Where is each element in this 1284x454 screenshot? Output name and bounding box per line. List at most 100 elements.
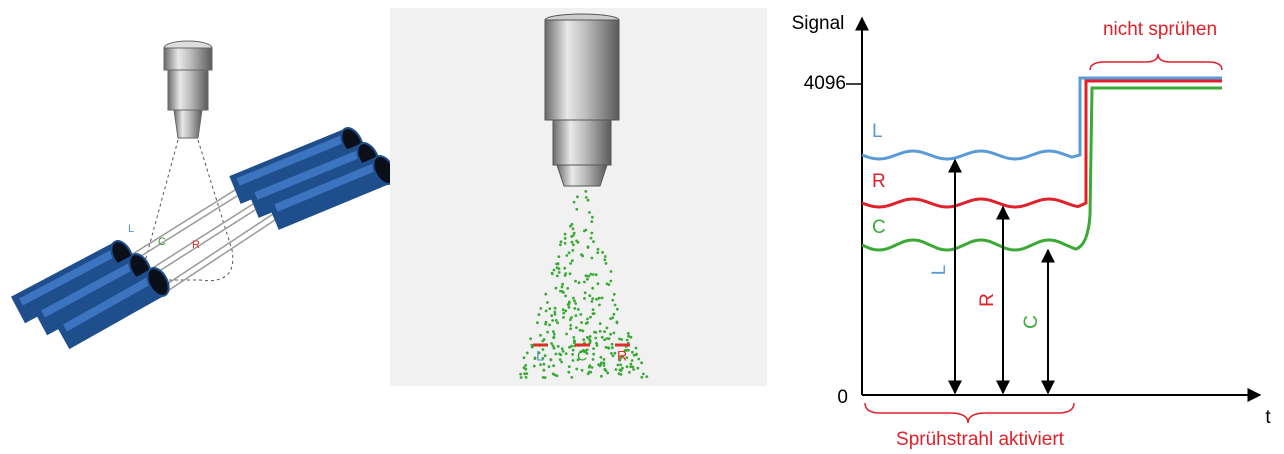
spray-dot [519,372,522,376]
spray-dot [574,302,578,305]
spray-dot [613,351,617,355]
spray-dot [575,367,579,371]
spray-dot [561,308,565,312]
spray-dot [586,372,590,376]
tubes [10,127,396,350]
spray-dot [583,297,586,300]
spray-dot [618,337,621,341]
spray-dot [625,365,629,369]
spray-dot [609,270,613,273]
spray-dot [636,366,640,370]
y-axis-label: Signal [792,13,845,34]
spray-dot [619,363,623,367]
spray-dot [554,286,558,290]
spray-dot [572,231,576,235]
spray-dot [610,342,614,346]
spray-dot [551,344,555,348]
spray-dot [542,368,546,372]
spray-dot [606,371,610,375]
spray-dot [541,357,545,360]
spray-dot [548,323,551,327]
spray-dot [537,313,541,316]
spray-dot [584,190,588,193]
spray-dot [553,306,557,310]
spray-dot [589,236,593,240]
spray-dot [561,282,564,286]
arrow-label-r: R [977,293,998,307]
curve-label-r: R [872,171,886,192]
spray-dot [589,315,592,319]
spray-dot [640,361,643,365]
spray-dot [519,376,523,379]
tube-body [267,156,390,230]
spray-dot [576,308,580,311]
spray-dot [599,355,603,359]
spray-dot [537,351,541,355]
spray-dot [591,308,595,311]
label-c: C [158,236,166,248]
tick-label: 0 [837,387,848,408]
spray-dot [558,358,562,361]
signal-diagram: Signal t 4096 0 L R C L R C nicht sprühe… [792,13,1272,450]
spray-dot [524,367,527,371]
spray-dot [536,321,539,325]
spray-dot [585,348,589,352]
spray-dot [611,298,615,302]
spray-dot [599,363,603,366]
curve-label-l: L [872,121,883,142]
spray-dot [642,372,645,376]
spray-dot [615,320,619,324]
spray-dot [632,368,635,371]
label-c: C [577,348,587,364]
spray-dot [551,319,554,322]
spray-dot [555,262,558,266]
spray-dot [595,344,599,347]
tick-label: 4096 [804,73,846,94]
spray-dot [616,363,620,367]
tube-body [54,268,166,350]
spray-dot [602,361,606,365]
spray-dot [626,332,630,335]
spray-dot [571,227,575,231]
spray-view: L C R [390,8,767,386]
label-r: R [192,239,200,251]
spray-dot [586,317,589,321]
spray-dot [594,336,598,340]
tube-illustration: L C R [10,40,396,350]
spray-dot [584,196,588,199]
spray-dot [605,337,609,340]
tube-body [229,128,358,204]
spray-dot [602,364,606,367]
spray-dot [563,266,567,270]
spray-dot [564,294,567,298]
spray-dot [524,376,528,379]
spray-dot [645,375,649,378]
spray-dot [541,348,545,351]
signal-curve [861,86,1222,252]
spray-dot [589,272,593,276]
spray-dot [588,335,592,338]
tube-highlight [274,158,389,212]
spray-dot [605,326,609,330]
spray-dot [541,376,545,379]
spray-dot [525,351,529,355]
spray-dot [580,253,583,257]
spray-dot [554,319,558,322]
spray-dot [592,240,595,244]
spray-dot [591,215,594,219]
spray-dot [556,344,560,348]
spray-dot [585,352,589,355]
spray-dot [598,329,602,333]
spray-dot [604,346,608,349]
spray-dot [571,249,575,252]
spray-dot [559,240,563,244]
spray-dot [539,307,543,310]
spray-dot [587,274,591,278]
spray-dot [562,291,565,294]
spray-dot [570,344,573,348]
spray-dot [570,376,574,379]
spray-dot [589,370,593,374]
spray-dot [571,359,575,362]
spray-dot [567,300,571,304]
